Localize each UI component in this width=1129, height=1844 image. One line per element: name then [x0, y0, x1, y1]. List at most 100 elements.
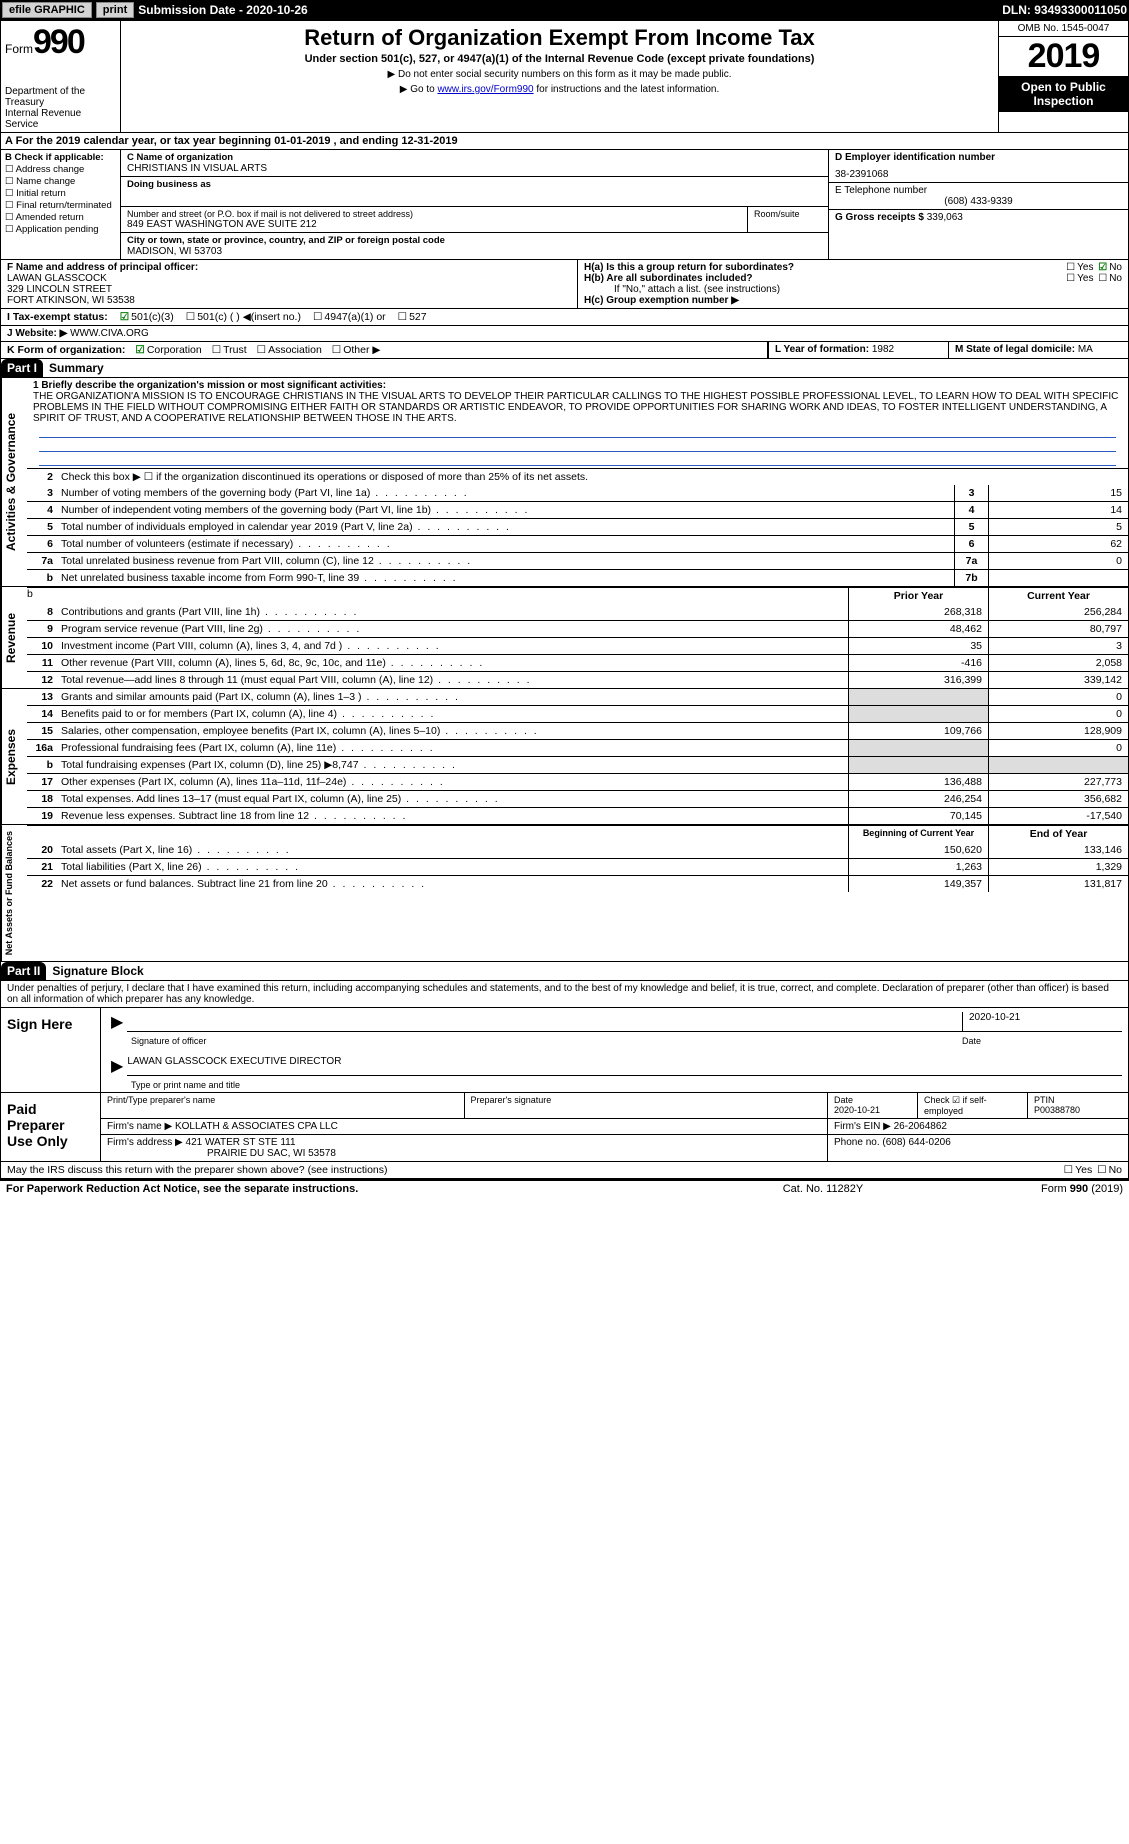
table-row: 18Total expenses. Add lines 13–17 (must … — [27, 790, 1128, 807]
box-b: B Check if applicable: Address change Na… — [1, 150, 121, 259]
self-employed-check[interactable]: Check ☑ if self-employed — [918, 1093, 1028, 1118]
phone-value: (608) 433-9339 — [835, 196, 1122, 207]
part-i-badge: Part I — [1, 359, 43, 377]
officer-typed-name: LAWAN GLASSCOCK EXECUTIVE DIRECTOR — [127, 1056, 1122, 1076]
dba-row: Doing business as — [121, 177, 828, 207]
dln: DLN: 93493300011050 — [1002, 3, 1127, 17]
firm-ein: 26-2064862 — [894, 1121, 947, 1132]
table-row: 10Investment income (Part VIII, column (… — [27, 637, 1128, 654]
part-i-title: Summary — [43, 359, 110, 377]
may-irs-discuss: May the IRS discuss this return with the… — [1, 1161, 1128, 1178]
table-row: 3Number of voting members of the governi… — [27, 485, 1128, 501]
firm-phone: (608) 644-0206 — [882, 1137, 950, 1148]
row-j: J Website: ▶ WWW.CIVA.ORG — [0, 326, 1129, 342]
form-subtitle: Under section 501(c), 527, or 4947(a)(1)… — [127, 53, 992, 65]
box-m: M State of legal domicile: MA — [948, 342, 1128, 358]
street-address: 849 EAST WASHINGTON AVE SUITE 212 — [127, 219, 741, 230]
public-inspection-badge: Open to PublicInspection — [999, 76, 1128, 112]
row-klm: K Form of organization: Corporation Trus… — [0, 342, 1129, 359]
org-name-row: C Name of organization CHRISTIANS IN VIS… — [121, 150, 828, 177]
top-toolbar: efile GRAPHIC print Submission Date - 20… — [0, 0, 1129, 20]
officer-sig-date: 2020-10-21 — [962, 1012, 1122, 1032]
sign-here-row: Sign Here 2020-10-21 Signature of office… — [1, 1007, 1128, 1092]
mission-text: THE ORGANIZATION'A MISSION IS TO ENCOURA… — [33, 391, 1118, 424]
irs-link[interactable]: www.irs.gov/Form990 — [437, 84, 533, 95]
print-button[interactable]: print — [96, 2, 134, 18]
table-row: 19Revenue less expenses. Subtract line 1… — [27, 807, 1128, 824]
paid-preparer-row: Paid Preparer Use Only Print/Type prepar… — [1, 1092, 1128, 1161]
gross-receipts: 339,063 — [927, 212, 963, 223]
arrow-icon — [107, 1012, 127, 1032]
form-note-1: ▶ Do not enter social security numbers o… — [127, 69, 992, 80]
box-f: F Name and address of principal officer:… — [1, 260, 578, 308]
section-expenses: Expenses 13Grants and similar amounts pa… — [1, 688, 1128, 824]
dept-label-2: Internal Revenue Service — [5, 108, 116, 130]
check-amended-return[interactable]: Amended return — [5, 212, 116, 223]
check-initial-return[interactable]: Initial return — [5, 188, 116, 199]
line-1: 1 Briefly describe the organization's mi… — [27, 378, 1128, 468]
check-application-pending[interactable]: Application pending — [5, 224, 116, 235]
firm-address-1: 421 WATER ST STE 111 — [186, 1137, 296, 1148]
submission-date-label: Submission Date - 2020-10-26 — [138, 3, 307, 17]
table-row: 20Total assets (Part X, line 16)150,6201… — [27, 842, 1128, 858]
ein-value: 38-2391068 — [835, 169, 1122, 180]
table-row: 11Other revenue (Part VIII, column (A), … — [27, 654, 1128, 671]
form-note-2: ▶ Go to www.irs.gov/Form990 for instruct… — [127, 84, 992, 95]
row-i: I Tax-exempt status: 501(c)(3) 501(c) ( … — [0, 309, 1129, 326]
vtab-governance: Activities & Governance — [1, 378, 27, 586]
officer-name: LAWAN GLASSCOCK — [7, 273, 107, 284]
form-header: Form990 Department of the Treasury Inter… — [0, 20, 1129, 133]
box-c: C Name of organization CHRISTIANS IN VIS… — [121, 150, 828, 259]
form-id-box: Form990 Department of the Treasury Inter… — [1, 21, 121, 132]
part-ii-badge: Part II — [1, 962, 46, 980]
vtab-net-assets: Net Assets or Fund Balances — [1, 825, 27, 961]
form-number: Form990 — [5, 23, 116, 62]
sign-here-label: Sign Here — [1, 1008, 101, 1092]
part-ii: Part II Signature Block Under penalties … — [0, 962, 1129, 1179]
table-row: 21Total liabilities (Part X, line 26)1,2… — [27, 858, 1128, 875]
vtab-revenue: Revenue — [1, 587, 27, 688]
title-box: Return of Organization Exempt From Incom… — [121, 21, 998, 132]
paid-preparer-label: Paid Preparer Use Only — [1, 1093, 101, 1161]
section-revenue: Revenue b Prior Year Current Year 8Contr… — [1, 586, 1128, 688]
box-e: E Telephone number (608) 433-9339 — [829, 183, 1128, 210]
efile-button[interactable]: efile GRAPHIC — [2, 2, 92, 18]
tax-year: 2019 — [999, 37, 1128, 76]
part-ii-title: Signature Block — [46, 962, 149, 980]
box-l: L Year of formation: 1982 — [768, 342, 948, 358]
table-row: 6Total number of volunteers (estimate if… — [27, 535, 1128, 552]
section-net-assets: Net Assets or Fund Balances Beginning of… — [1, 824, 1128, 961]
check-name-change[interactable]: Name change — [5, 176, 116, 187]
firm-name: KOLLATH & ASSOCIATES CPA LLC — [175, 1121, 338, 1132]
table-row: 9Program service revenue (Part VIII, lin… — [27, 620, 1128, 637]
check-final-return[interactable]: Final return/terminated — [5, 200, 116, 211]
vtab-expenses: Expenses — [1, 689, 27, 824]
table-row: 17Other expenses (Part IX, column (A), l… — [27, 773, 1128, 790]
perjury-declaration: Under penalties of perjury, I declare th… — [1, 980, 1128, 1007]
city-state-zip: MADISON, WI 53703 — [127, 246, 822, 257]
table-row: 7aTotal unrelated business revenue from … — [27, 552, 1128, 569]
table-row: 12Total revenue—add lines 8 through 11 (… — [27, 671, 1128, 688]
dept-label-1: Department of the Treasury — [5, 86, 116, 108]
form-title: Return of Organization Exempt From Incom… — [127, 25, 992, 51]
part-i: Part I Summary Activities & Governance 1… — [0, 359, 1129, 962]
catalog-number: Cat. No. 11282Y — [723, 1183, 923, 1195]
year-box: OMB No. 1545-0047 2019 Open to PublicIns… — [998, 21, 1128, 132]
check-address-change[interactable]: Address change — [5, 164, 116, 175]
page-footer: For Paperwork Reduction Act Notice, see … — [0, 1179, 1129, 1197]
table-row: 16aProfessional fundraising fees (Part I… — [27, 739, 1128, 756]
box-b-label: B Check if applicable: — [5, 152, 116, 163]
form-page-ref: Form 990 (2019) — [923, 1183, 1123, 1195]
revenue-header: b Prior Year Current Year — [27, 587, 1128, 604]
row-a-tax-year: A For the 2019 calendar year, or tax yea… — [0, 133, 1129, 150]
table-row: 15Salaries, other compensation, employee… — [27, 722, 1128, 739]
table-row: 22Net assets or fund balances. Subtract … — [27, 875, 1128, 892]
firm-address-2: PRAIRIE DU SAC, WI 53578 — [107, 1148, 336, 1159]
org-name: CHRISTIANS IN VISUAL ARTS — [127, 163, 822, 174]
table-row: 8Contributions and grants (Part VIII, li… — [27, 604, 1128, 620]
street-row: Number and street (or P.O. box if mail i… — [121, 207, 828, 233]
table-row: 13Grants and similar amounts paid (Part … — [27, 689, 1128, 705]
box-h: H(a) Is this a group return for subordin… — [578, 260, 1128, 308]
table-row: 5Total number of individuals employed in… — [27, 518, 1128, 535]
table-row: bNet unrelated business taxable income f… — [27, 569, 1128, 586]
